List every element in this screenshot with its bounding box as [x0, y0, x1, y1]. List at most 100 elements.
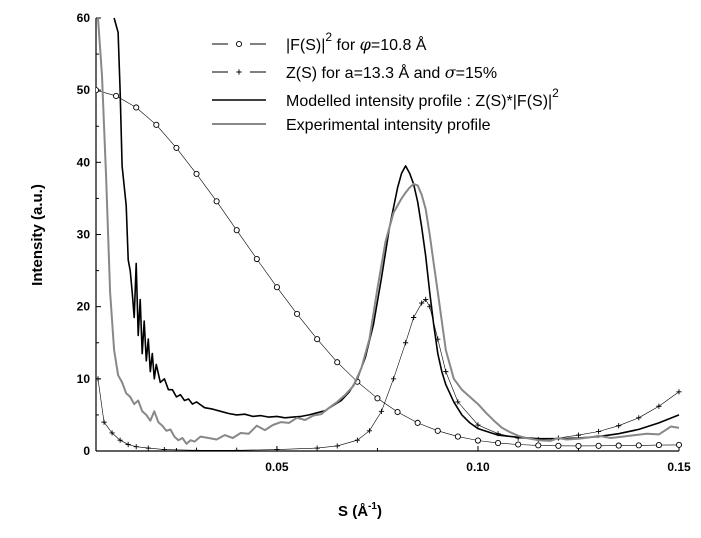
legend-label-suffix: for	[332, 37, 360, 54]
data-point-circle	[495, 440, 502, 447]
y-tick-label: 0	[83, 444, 90, 458]
legend-marker-plus	[236, 69, 242, 75]
data-point-circle	[414, 419, 421, 426]
data-point-circle	[374, 395, 381, 402]
data-point-plus	[117, 437, 123, 443]
data-point-plus	[161, 446, 167, 451]
data-point-circle	[193, 170, 200, 177]
data-point-circle	[273, 284, 280, 291]
data-point-plus	[145, 445, 151, 451]
x-axis-title-close: )	[377, 503, 382, 520]
data-point-plus	[334, 443, 340, 449]
data-point-circle	[474, 437, 482, 444]
legend-marker-circle	[235, 40, 243, 48]
data-point-plus	[575, 432, 582, 438]
data-point-circle	[454, 433, 461, 440]
series-2	[113, 17, 680, 440]
data-point-circle	[575, 442, 582, 449]
data-point-plus	[109, 430, 115, 436]
legend-label: Modelled intensity profile : Z(S)*|F(S)|…	[286, 86, 559, 110]
data-point-circle	[253, 255, 260, 263]
legend-label: Z(S) for a=13.3 Å and σ=15%	[286, 63, 497, 82]
data-point-circle	[595, 442, 602, 449]
legend-label-text: Modelled intensity profile : Z(S)*|F(S)|	[286, 93, 552, 110]
legend-label-text: |F(S)|	[286, 37, 325, 54]
data-point-plus	[423, 296, 429, 303]
data-point-circle	[675, 441, 683, 448]
x-tick-label: 0.10	[466, 460, 490, 474]
data-point-circle	[535, 442, 542, 449]
legend-label-symbol: σ	[445, 63, 457, 82]
legend-label: Experimental intensity profile	[286, 117, 491, 134]
data-point-circle	[133, 104, 140, 111]
data-point-circle	[555, 442, 562, 449]
data-point-plus	[96, 376, 101, 382]
data-point-plus	[636, 415, 642, 421]
x-tick-label: 0.05	[265, 460, 289, 474]
y-tick-label: 20	[77, 300, 91, 314]
data-point-plus	[676, 389, 682, 395]
data-point-circle	[213, 198, 220, 205]
data-point-plus	[595, 428, 602, 435]
series-line	[113, 17, 680, 440]
data-point-plus	[234, 447, 240, 451]
data-point-plus	[390, 376, 397, 382]
legend-label-sup: 2	[552, 86, 559, 100]
series-line	[97, 17, 680, 445]
series-connector	[97, 299, 680, 451]
axes-group: 0 10 20 30 40 50 60 0.05 0.10 0.15	[77, 11, 691, 474]
data-point-circle	[615, 442, 622, 449]
data-point-circle	[334, 359, 341, 366]
y-tick-label: 50	[77, 83, 91, 97]
x-axis-title-sup: -1	[368, 501, 377, 512]
legend-label-suffix-post: =10.8 Å	[371, 35, 427, 54]
x-axis-title-main: S (Å	[338, 503, 368, 520]
legend-label-text: Z(S) for a=13.3 Å and	[286, 63, 445, 82]
data-point-circle	[153, 121, 160, 128]
data-point-circle	[293, 310, 301, 317]
data-point-circle	[233, 227, 240, 234]
series-1	[96, 296, 682, 451]
data-point-plus	[378, 408, 385, 414]
data-point-circle	[314, 336, 321, 343]
y-tick-label: 30	[77, 228, 91, 242]
data-point-circle	[394, 408, 401, 416]
y-tick-label: 10	[77, 372, 91, 386]
y-tick-label: 40	[77, 155, 91, 169]
data-point-plus	[366, 428, 373, 434]
data-point-plus	[443, 369, 449, 375]
series-3	[97, 17, 680, 445]
data-point-plus	[314, 445, 320, 451]
y-tick-label: 60	[77, 11, 91, 25]
data-point-circle	[655, 442, 662, 449]
data-point-circle	[113, 92, 120, 99]
data-point-plus	[101, 419, 107, 425]
data-point-circle	[515, 441, 522, 448]
data-point-circle	[173, 144, 180, 151]
x-tick-label: 0.15	[667, 460, 691, 474]
x-axis-title: S (Å-1)	[338, 501, 382, 520]
legend-label: |F(S)|2 for φ=10.8 Å	[286, 30, 427, 54]
data-point-plus	[193, 447, 200, 451]
data-point-plus	[125, 441, 131, 448]
legend-label-symbol: φ	[360, 35, 372, 54]
legend-group: |F(S)|2 for φ=10.8 ÅZ(S) for a=13.3 Å an…	[212, 30, 559, 134]
data-point-plus	[354, 437, 360, 443]
legend-label-sup: 2	[325, 30, 332, 44]
data-point-plus	[616, 423, 622, 429]
data-point-plus	[475, 422, 481, 428]
data-point-plus	[274, 446, 280, 451]
series-connector	[96, 89, 680, 447]
legend-label-suffix-post: =15%	[456, 65, 497, 82]
data-point-plus	[419, 300, 425, 306]
data-point-plus	[411, 314, 417, 321]
legend-label-text: Experimental intensity profile	[286, 117, 491, 134]
data-point-plus	[455, 399, 461, 405]
series-0	[96, 87, 683, 449]
data-point-plus	[402, 340, 409, 346]
data-point-circle	[434, 427, 441, 434]
data-point-circle	[96, 87, 100, 94]
series-group	[96, 17, 683, 451]
